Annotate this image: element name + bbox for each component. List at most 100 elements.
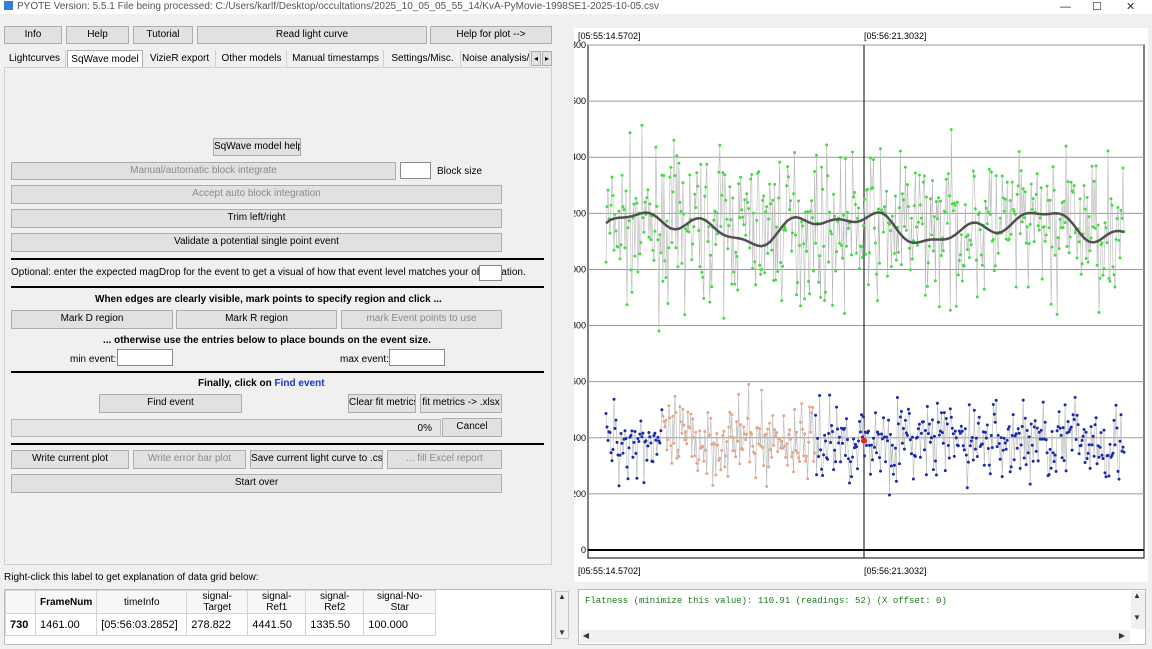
ref-star-point bbox=[885, 189, 888, 193]
scroll-right-icon[interactable]: ▶ bbox=[1118, 631, 1126, 640]
save-light-curve-csv-button[interactable]: Save current light curve to .csv bbox=[250, 450, 383, 469]
write-error-bar-plot-button[interactable]: Write error bar plot bbox=[133, 450, 246, 469]
ref-star-point bbox=[781, 264, 785, 268]
target-star-point bbox=[831, 430, 835, 434]
ref-star-point bbox=[728, 185, 732, 189]
help-for-plot-button[interactable]: Help for plot --> bbox=[430, 26, 552, 44]
tab-scroll-right-icon[interactable]: ▸ bbox=[542, 51, 552, 66]
target-star-point bbox=[753, 452, 757, 456]
info-button[interactable]: Info bbox=[4, 26, 62, 44]
accept-auto-block-button[interactable]: Accept auto block integration bbox=[11, 185, 502, 204]
tab-sqwave-model[interactable]: SqWave model bbox=[67, 50, 143, 68]
light-curve-plot[interactable]: 020040060080010001200140016001800[05:55:… bbox=[566, 28, 1148, 582]
scroll-left-icon[interactable]: ◀ bbox=[582, 631, 590, 640]
ref-star-point bbox=[992, 269, 996, 273]
start-over-button[interactable]: Start over bbox=[11, 474, 502, 493]
scroll-down-icon[interactable]: ▼ bbox=[558, 628, 566, 637]
target-star-point bbox=[929, 436, 933, 440]
grid-header-row: FrameNum timeInfo signal-Target signal-R… bbox=[5, 590, 437, 614]
target-star-point bbox=[829, 441, 833, 444]
framenum-header[interactable]: FrameNum bbox=[34, 590, 98, 614]
signal-ref2-header[interactable]: signal-Ref2 bbox=[305, 590, 365, 614]
signal-ref1-header[interactable]: signal-Ref1 bbox=[247, 590, 307, 614]
window-title: PYOTE Version: 5.5.1 File being processe… bbox=[17, 1, 660, 12]
ref-star-point bbox=[937, 305, 941, 309]
ref-star-point bbox=[750, 173, 754, 176]
scroll-down-icon[interactable]: ▼ bbox=[1133, 613, 1141, 622]
mark-event-points-button[interactable]: mark Event points to use bbox=[341, 310, 502, 329]
target-star-point bbox=[803, 432, 807, 436]
scroll-up-icon[interactable]: ▲ bbox=[558, 592, 566, 601]
grid-vertical-scrollbar[interactable]: ▲ ▼ bbox=[555, 591, 569, 639]
scroll-up-icon[interactable]: ▲ bbox=[1133, 591, 1141, 600]
maximize-button[interactable]: ☐ bbox=[1092, 1, 1102, 13]
ref-star-point bbox=[1109, 197, 1113, 201]
read-light-curve-button[interactable]: Read light curve bbox=[197, 26, 427, 44]
validate-single-point-button[interactable]: Validate a potential single point event bbox=[11, 233, 502, 252]
table-cell[interactable]: 100.000 bbox=[363, 613, 437, 636]
flatness-text: Flatness (minimize this value): 110.91 (… bbox=[585, 596, 947, 606]
signal-no-star-header[interactable]: signal-No-Star bbox=[363, 590, 437, 614]
ref-star-point bbox=[763, 271, 767, 275]
tab-manual-timestamps[interactable]: Manual timestamps bbox=[288, 50, 384, 68]
table-cell[interactable]: 1335.50 bbox=[305, 613, 365, 636]
table-cell[interactable]: 4441.50 bbox=[247, 613, 307, 636]
target-star-point bbox=[959, 424, 963, 428]
light-curve-chart[interactable]: 020040060080010001200140016001800[05:55:… bbox=[566, 28, 1148, 582]
target-star-point bbox=[612, 397, 616, 401]
tab-lightcurves[interactable]: Lightcurves bbox=[4, 50, 66, 68]
target-star-point bbox=[786, 463, 790, 467]
tutorial-button[interactable]: Tutorial bbox=[133, 26, 193, 44]
table-cell[interactable]: 278.822 bbox=[186, 613, 249, 636]
table-cell[interactable]: 1461.00 bbox=[34, 613, 98, 636]
close-button[interactable]: ✕ bbox=[1126, 1, 1136, 13]
ref-star-point bbox=[1112, 273, 1116, 277]
ref-star-point bbox=[730, 282, 734, 286]
target-star-point bbox=[992, 412, 996, 416]
ref-star-point bbox=[951, 209, 955, 213]
tab-vizier-export[interactable]: VizieR export bbox=[144, 50, 216, 68]
timeinfo-header[interactable]: timeInfo bbox=[96, 590, 188, 614]
trim-left-right-button[interactable]: Trim left/right bbox=[11, 209, 502, 228]
signal-target-header[interactable]: signal-Target bbox=[186, 590, 249, 614]
mark-d-region-button[interactable]: Mark D region bbox=[11, 310, 173, 329]
data-grid-label[interactable]: Right-click this label to get explanatio… bbox=[4, 572, 259, 583]
table-row[interactable]: 730 1461.00 [05:56:03.2852] 278.822 4441… bbox=[5, 613, 437, 636]
help-button[interactable]: Help bbox=[66, 26, 129, 44]
target-star-point bbox=[901, 427, 905, 430]
ref-star-point bbox=[604, 260, 608, 264]
plot-frame bbox=[587, 44, 1145, 559]
block-size-input[interactable] bbox=[400, 162, 431, 179]
find-event-button[interactable]: Find event bbox=[99, 394, 242, 413]
tab-noise-analysis[interactable]: Noise analysis/l bbox=[462, 50, 530, 68]
target-star-point bbox=[667, 404, 671, 408]
data-grid[interactable]: FrameNum timeInfo signal-Target signal-R… bbox=[4, 589, 552, 645]
table-cell[interactable]: [05:56:03.2852] bbox=[96, 613, 188, 636]
console-horizontal-scrollbar[interactable]: ◀ ▶ bbox=[580, 630, 1130, 643]
magdrop-input[interactable] bbox=[479, 265, 502, 281]
finally-prefix: Finally, click on bbox=[198, 378, 275, 389]
tab-scroll-left-icon[interactable]: ◂ bbox=[531, 51, 541, 66]
clear-fit-metrics-button[interactable]: Clear fit metrics bbox=[348, 394, 416, 413]
target-star-point bbox=[1063, 403, 1067, 407]
ref-star-point bbox=[1083, 207, 1087, 211]
ref-star-point bbox=[647, 235, 651, 239]
fill-excel-report-button[interactable]: ... fill Excel report bbox=[387, 450, 502, 469]
write-current-plot-button[interactable]: Write current plot bbox=[11, 450, 129, 469]
sqwave-model-help-button[interactable]: SqWave model help bbox=[213, 138, 301, 156]
ref-star-point bbox=[805, 249, 809, 253]
ref-star-point bbox=[910, 257, 914, 261]
tab-other-models[interactable]: Other models bbox=[217, 50, 287, 68]
tab-settings-misc[interactable]: Settings/Misc. bbox=[385, 50, 461, 68]
target-star-point bbox=[952, 454, 956, 458]
min-event-input[interactable] bbox=[117, 349, 173, 366]
ref-star-point bbox=[731, 196, 735, 200]
fit-metrics-xlsx-button[interactable]: fit metrics -> .xlsx bbox=[420, 394, 502, 413]
max-event-input[interactable] bbox=[389, 349, 445, 366]
minimize-button[interactable]: — bbox=[1060, 1, 1071, 13]
block-integrate-button[interactable]: Manual/automatic block integrate bbox=[11, 162, 396, 180]
cancel-button[interactable]: Cancel bbox=[442, 418, 502, 437]
mark-r-region-button[interactable]: Mark R region bbox=[176, 310, 337, 329]
target-star-point bbox=[814, 413, 818, 417]
console-vertical-scrollbar[interactable]: ▲ ▼ bbox=[1131, 591, 1145, 629]
